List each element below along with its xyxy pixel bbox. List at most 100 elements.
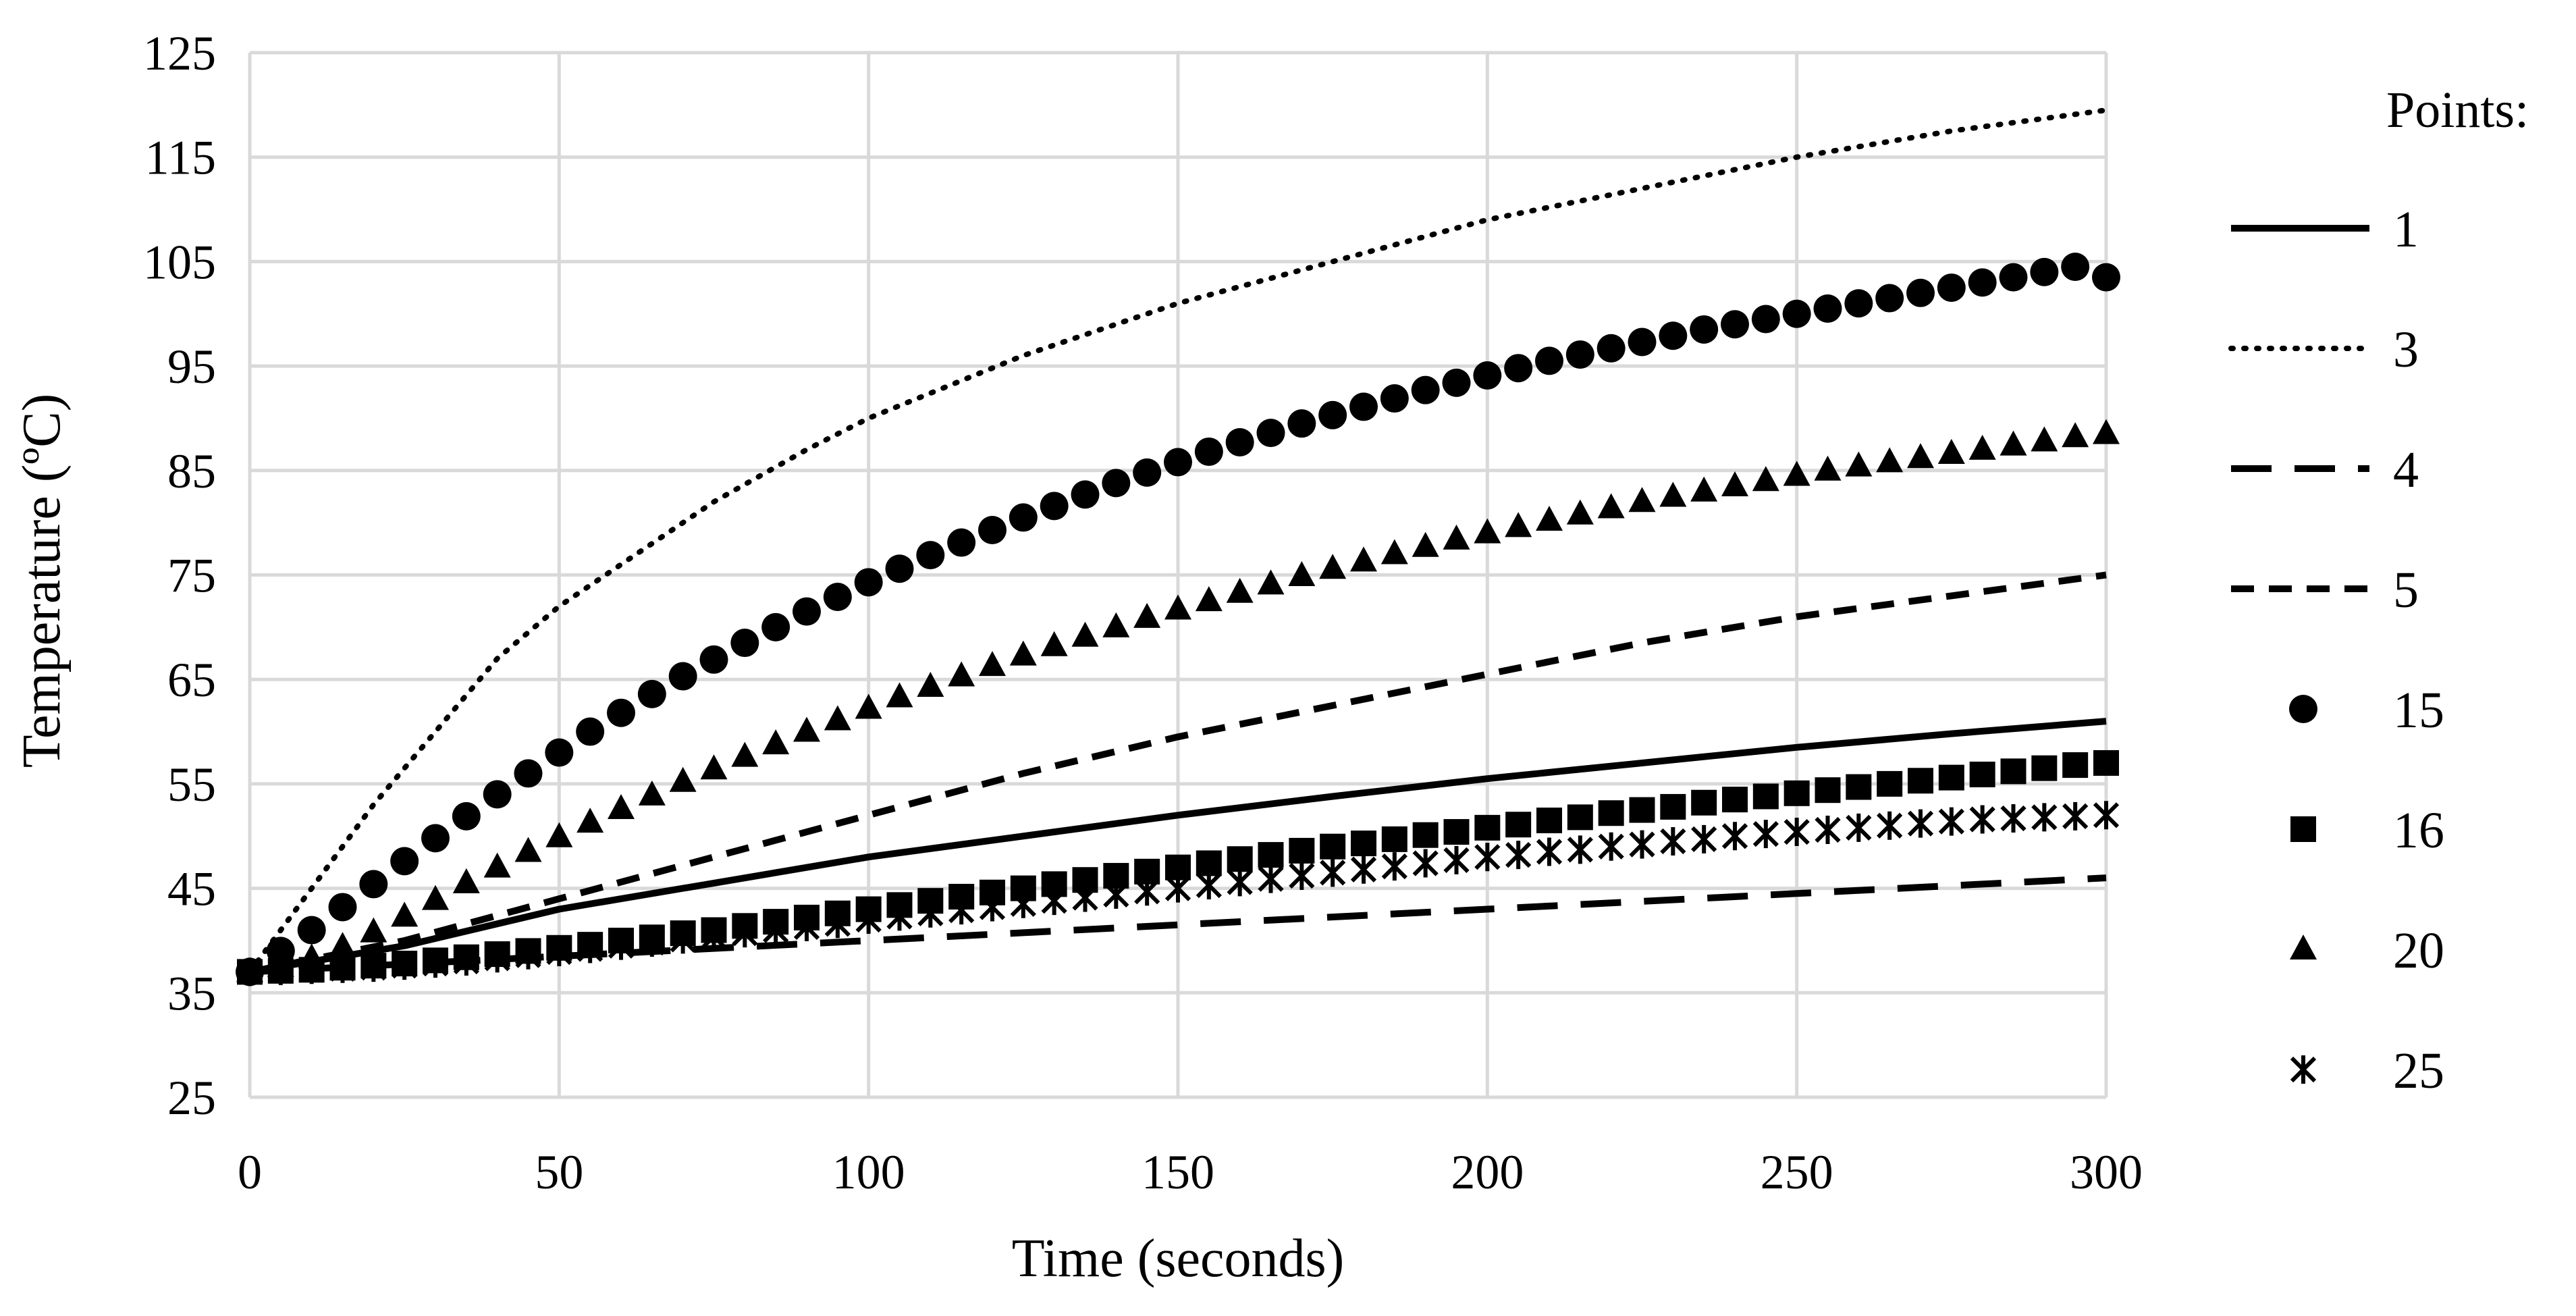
series-15-point xyxy=(483,780,512,809)
series-1-line xyxy=(249,718,2107,976)
series-16-point xyxy=(1629,797,1655,823)
series-20-point xyxy=(2062,422,2089,448)
y-tick-label: 105 xyxy=(143,235,216,289)
series-25-point xyxy=(453,947,479,976)
series-15-point xyxy=(359,870,388,899)
series-15-point xyxy=(1504,354,1533,383)
series-15 xyxy=(236,253,2120,986)
series-15-point xyxy=(1721,310,1749,339)
series-16-point xyxy=(2000,758,2027,785)
series-20-point xyxy=(1937,439,1965,465)
series-25-point xyxy=(236,957,263,986)
y-tick-label: 85 xyxy=(167,444,216,498)
series-25-point xyxy=(546,937,572,966)
series-20-point xyxy=(1443,524,1470,550)
series-16-point xyxy=(1474,814,1501,841)
series-16-point xyxy=(1908,768,1933,794)
series-16-point xyxy=(1412,822,1439,848)
series-25-point xyxy=(2093,801,2120,830)
legend-item-20: 20 xyxy=(2290,922,2444,979)
series-25-point xyxy=(329,954,356,983)
series-15-point xyxy=(1040,492,1069,521)
x-tick-label: 250 xyxy=(1761,1145,1833,1199)
series-15-point xyxy=(1164,448,1192,477)
series-15-point xyxy=(1380,384,1409,413)
series-20-point xyxy=(329,932,356,957)
series-20-point xyxy=(1690,476,1718,502)
series-15-point xyxy=(1349,392,1378,421)
series-20-point xyxy=(1783,460,1810,486)
series-20-point xyxy=(1380,539,1408,564)
series-25-point xyxy=(1660,826,1686,856)
series-25-point xyxy=(1846,813,1872,842)
series-20-point xyxy=(979,651,1006,677)
series-16-point xyxy=(2093,749,2119,776)
series-15-point xyxy=(1442,368,1471,397)
series-20-point xyxy=(1474,518,1501,544)
series-16-point xyxy=(1351,831,1376,857)
series-25-point xyxy=(2031,803,2058,832)
series-16-point xyxy=(1969,761,1995,787)
series-25-point xyxy=(1134,877,1160,906)
series-25-point xyxy=(1103,880,1129,909)
series-15-point xyxy=(297,916,326,945)
series-16-point xyxy=(1536,808,1562,834)
series-20-point xyxy=(1597,493,1625,519)
series-20-point xyxy=(545,822,573,847)
series-16-point xyxy=(1783,780,1810,806)
series-25-point xyxy=(1752,820,1779,849)
series-3-line xyxy=(247,107,2109,975)
series-20-point xyxy=(1628,487,1656,512)
series-15-point xyxy=(390,847,419,876)
series-25-point xyxy=(979,893,1006,922)
series-25-point xyxy=(1258,864,1284,893)
series-20-point xyxy=(1566,499,1594,525)
series-16-point xyxy=(1691,789,1717,816)
series-15-point xyxy=(514,759,543,788)
series-20-point xyxy=(1814,455,1842,481)
series-16-point xyxy=(1567,804,1593,831)
series-20-point xyxy=(669,766,697,792)
y-tick-label: 35 xyxy=(167,966,216,1020)
series-15-point xyxy=(1906,278,1935,307)
legend-item-16: 16 xyxy=(2290,802,2444,859)
series-15-point xyxy=(793,597,821,626)
series-20-point xyxy=(855,693,882,719)
series-25-point xyxy=(1783,818,1810,847)
series-15-point xyxy=(1071,480,1100,509)
series-15-point xyxy=(1782,299,1811,328)
series-20-point xyxy=(1907,443,1934,469)
series-16-point xyxy=(1227,846,1253,872)
series-25-point xyxy=(948,896,975,925)
x-tick-label: 50 xyxy=(535,1145,583,1199)
legend-label-1: 1 xyxy=(2393,201,2419,258)
series-25-point xyxy=(1598,832,1624,861)
series-20-point xyxy=(608,794,635,820)
series-20-point xyxy=(762,729,790,755)
legend-item-1: 1 xyxy=(2231,201,2419,258)
series-20-point xyxy=(1133,602,1161,628)
series-15-point xyxy=(1844,289,1873,318)
series-15-point xyxy=(1194,437,1223,466)
series-20-point xyxy=(1040,631,1068,656)
legend-title: Points: xyxy=(2386,82,2529,138)
y-tick-label: 45 xyxy=(167,862,216,916)
series-15-point xyxy=(1009,503,1038,532)
series-15-point xyxy=(1875,284,1904,313)
legend-item-5: 5 xyxy=(2231,562,2419,618)
series-25 xyxy=(236,801,2120,986)
series-15-point xyxy=(1937,273,1966,302)
series-25-point xyxy=(484,944,510,973)
series-20-point xyxy=(731,741,759,767)
series-20-point xyxy=(638,780,666,806)
series-25-point xyxy=(701,922,727,951)
series-20-point xyxy=(1257,569,1285,595)
legend-marker-20 xyxy=(2290,935,2317,959)
series-20-point xyxy=(576,808,604,833)
series-20-point xyxy=(1412,531,1439,557)
series-15-point xyxy=(545,738,574,767)
series-15-point xyxy=(637,679,666,708)
series-25-point xyxy=(1691,824,1717,853)
y-tick-label: 125 xyxy=(143,26,216,80)
